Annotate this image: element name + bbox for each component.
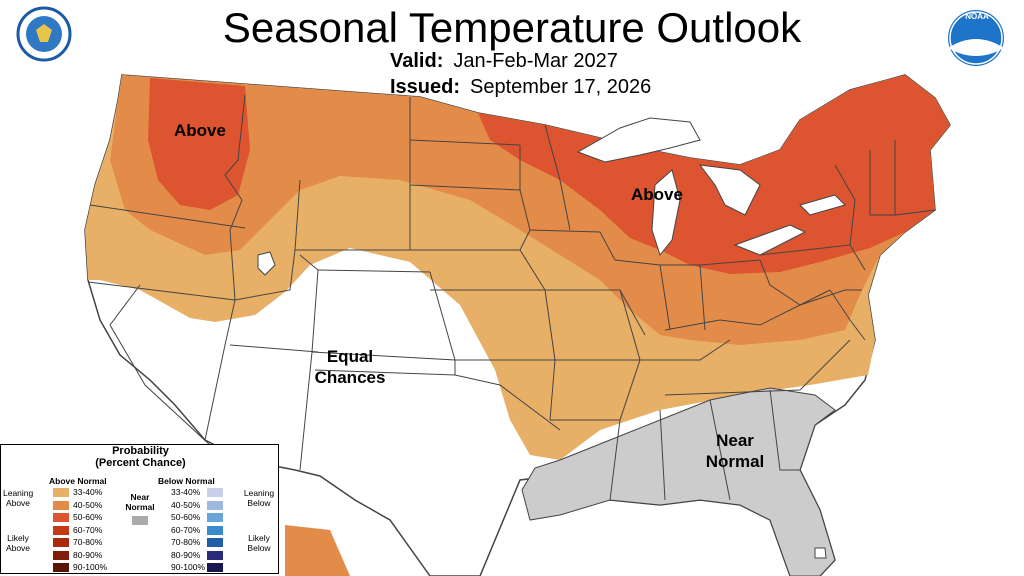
legend-above-header: Above Normal	[49, 476, 107, 486]
legend-below-range: 60-70%	[171, 524, 201, 535]
legend-likely-below-1: Likely	[248, 533, 270, 543]
legend-above-range: 80-90%	[73, 549, 103, 560]
above-50-60-west	[148, 78, 250, 210]
issued-value: September 17, 2026	[470, 76, 652, 98]
legend-above-swatch	[53, 538, 69, 547]
lake-huron	[698, 164, 761, 216]
lake-okeechobee	[814, 547, 827, 559]
legend-near-normal: Near Normal	[121, 492, 159, 512]
lake-michigan	[651, 169, 681, 257]
legend-near-2: Normal	[125, 502, 155, 512]
legend-above-range: 40-50%	[73, 499, 103, 510]
legend-above-range: 50-60%	[73, 512, 103, 522]
map-label-above-east: Above	[631, 185, 683, 204]
legend-above-range: 70-80%	[73, 537, 103, 547]
valid-label: Valid:	[390, 50, 444, 72]
legend-likely-above-2: Above	[5, 543, 31, 553]
legend-likely-below-2: Below	[247, 543, 271, 553]
legend-near-1: Near	[130, 492, 150, 502]
legend-below-range: 40-50%	[171, 499, 201, 510]
issued-line: Issued: September 17, 2026	[390, 76, 651, 99]
legend-above-swatch	[53, 525, 69, 535]
lake-superior	[576, 117, 701, 163]
map-label-near-2: Normal	[705, 452, 765, 471]
legend-below-range: 80-90%	[171, 549, 201, 560]
page-title: Seasonal Temperature Outlook	[222, 4, 802, 51]
map-label-near-1: Near	[716, 431, 754, 450]
map-label-equal-1: Equal	[326, 347, 374, 366]
legend-below-header: Below Normal	[158, 476, 215, 486]
state-borders	[87, 94, 936, 501]
legend-likely-below: Likely Below	[241, 533, 277, 553]
legend-likely-above: Likely Above	[3, 533, 33, 553]
noaa-logo	[948, 10, 1004, 66]
legend-title-2: (Percent Chance)	[95, 457, 186, 469]
legend-above-range: 60-70%	[73, 524, 103, 535]
lake-ontario	[799, 194, 846, 216]
legend: Probability (Percent Chance) Above Norma…	[0, 444, 279, 574]
legend-leaning-above-2: Above	[5, 498, 31, 508]
map-label-equal-2: Chances	[314, 368, 386, 387]
legend-below-swatch	[207, 513, 223, 522]
legend-below-swatch	[207, 525, 223, 535]
legend-below-range: 50-60%	[171, 512, 201, 522]
legend-leaning-above-1: Leaning	[3, 488, 34, 498]
legend-above-swatch	[53, 563, 69, 572]
legend-likely-above-1: Likely	[7, 533, 29, 543]
legend-title: Probability (Percent Chance)	[1, 445, 280, 469]
legend-below-range: 70-80%	[171, 537, 201, 547]
lake-erie	[733, 224, 807, 256]
legend-leaning-below-1: Leaning	[243, 488, 275, 498]
great-salt-lake	[257, 251, 276, 276]
legend-leaning-below: Leaning Below	[241, 488, 277, 508]
valid-value: Jan-Feb-Mar 2027	[453, 50, 618, 72]
legend-above-swatch	[53, 488, 69, 497]
legend-title-1: Probability	[112, 445, 169, 457]
legend-below-swatch	[207, 500, 223, 510]
map-label-equal: Equal Chances	[305, 346, 395, 388]
legend-above-range: 33-40%	[73, 487, 103, 497]
legend-below-swatch	[207, 538, 223, 547]
valid-line: Valid: Jan-Feb-Mar 2027	[390, 50, 618, 73]
legend-above-swatch	[53, 550, 69, 560]
legend-above-range: 90-100%	[73, 562, 108, 572]
legend-near-swatch	[132, 516, 148, 525]
legend-above-swatch	[53, 513, 69, 522]
legend-below-range: 33-40%	[171, 487, 201, 497]
legend-below-range: 90-100%	[171, 562, 206, 572]
issued-label: Issued:	[390, 76, 461, 98]
commerce-seal	[16, 6, 72, 62]
above-40-50-region	[110, 75, 950, 345]
legend-leaning-above: Leaning Above	[3, 488, 33, 508]
legend-below-swatch	[207, 550, 223, 560]
map-label-above-west: Above	[174, 121, 226, 140]
above-40-50-texas	[285, 525, 350, 576]
legend-leaning-below-2: Below	[247, 498, 271, 508]
legend-above-swatch	[53, 500, 69, 510]
map-label-near: Near Normal	[690, 430, 780, 472]
noaa-logo-text: NOAA	[965, 12, 989, 21]
legend-below-swatch	[207, 488, 223, 497]
legend-below-swatch	[207, 563, 223, 572]
